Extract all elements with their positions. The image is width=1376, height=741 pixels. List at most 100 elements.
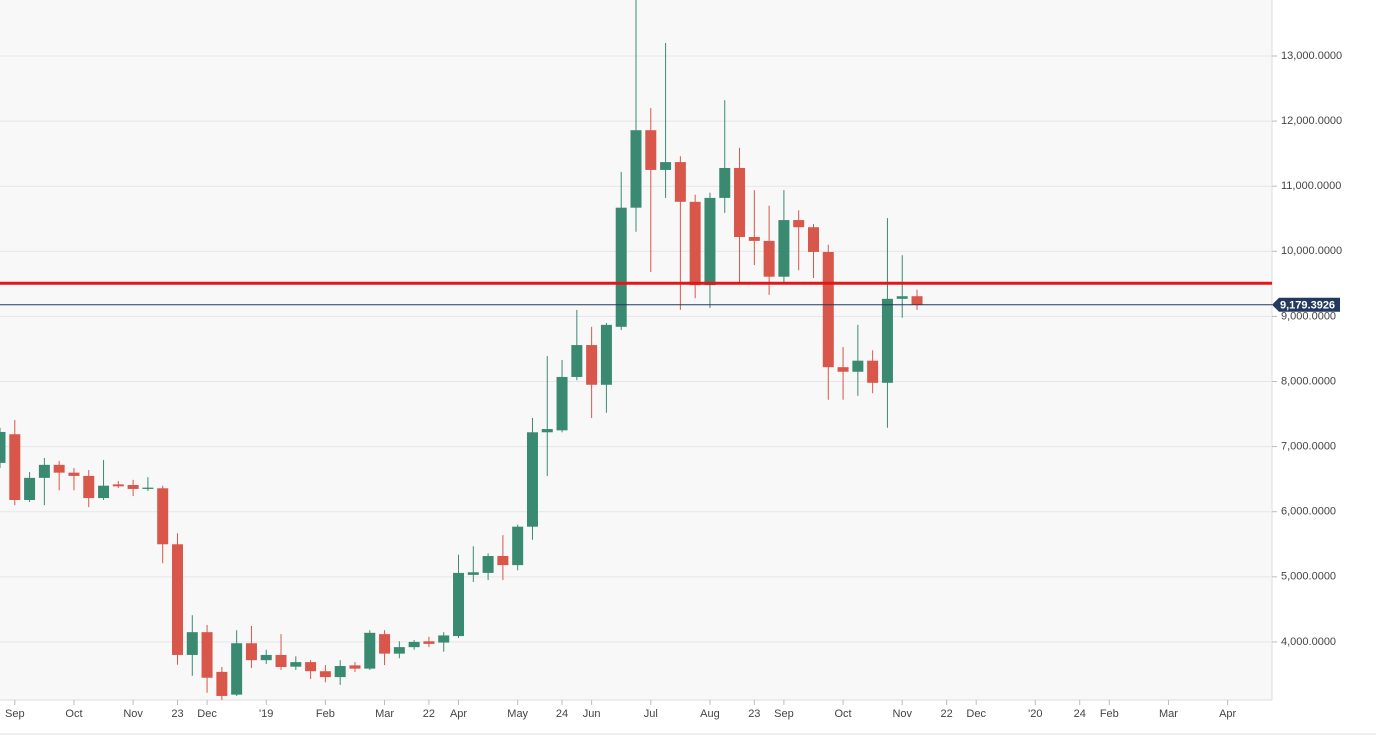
- x-tick-label: 22: [423, 708, 435, 720]
- candle-body: [157, 488, 169, 545]
- x-tick-label: Dec: [197, 708, 217, 720]
- candle-body: [423, 641, 435, 644]
- y-tick-label: 12,000.0000: [1281, 115, 1342, 127]
- candle-body: [393, 647, 405, 654]
- x-tick-label: May: [507, 708, 528, 720]
- x-tick-label: Dec: [966, 708, 986, 720]
- candle-body: [734, 167, 746, 237]
- candle-body: [482, 555, 494, 573]
- candle-body: [852, 360, 864, 372]
- candle-body: [112, 484, 124, 487]
- candle-body: [305, 662, 317, 672]
- x-tick-label: Oct: [835, 708, 852, 720]
- candle-body: [660, 162, 672, 170]
- candle-body: [260, 654, 272, 661]
- candle-body: [719, 167, 731, 198]
- candle-body: [822, 251, 834, 368]
- x-tick-label: Mar: [1159, 708, 1178, 720]
- candle-body: [867, 360, 879, 383]
- y-tick-label: 8,000.0000: [1281, 375, 1336, 387]
- candle-body: [379, 634, 391, 654]
- candle-body: [689, 201, 701, 286]
- candle-body: [142, 487, 154, 489]
- x-tick-label: Jun: [583, 708, 601, 720]
- y-tick-label: 10,000.0000: [1281, 245, 1342, 257]
- y-tick-label: 4,000.0000: [1281, 636, 1336, 648]
- candle-body: [275, 654, 287, 667]
- x-tick-label: Nov: [123, 708, 143, 720]
- x-tick-label: Mar: [375, 708, 394, 720]
- candle-body: [763, 240, 775, 277]
- x-tick-label: Aug: [700, 708, 720, 720]
- y-tick-label: 5,000.0000: [1281, 571, 1336, 583]
- candle-body: [0, 431, 6, 463]
- candle-body: [600, 324, 612, 385]
- candle-body: [778, 220, 790, 277]
- x-tick-label: Oct: [65, 708, 82, 720]
- x-tick-label: Nov: [892, 708, 912, 720]
- candle-body: [290, 662, 302, 667]
- candle-body: [556, 376, 568, 431]
- candle-body: [896, 296, 908, 299]
- candle-body: [526, 432, 538, 527]
- candle-body: [571, 345, 583, 377]
- candle-body: [38, 464, 50, 478]
- last-price-label: 9,179.3926: [1280, 300, 1335, 312]
- candle-body: [171, 544, 183, 655]
- candle-body: [630, 130, 642, 208]
- candle-body: [497, 555, 509, 566]
- x-tick-label: Apr: [450, 708, 467, 720]
- plot: [0, 0, 1272, 700]
- candle-body: [24, 477, 36, 500]
- candle-body: [9, 434, 21, 500]
- x-tick-label: 23: [171, 708, 183, 720]
- candle-body: [53, 464, 65, 473]
- x-tick-label: Feb: [316, 708, 335, 720]
- candle-body: [704, 197, 716, 286]
- x-tick-label: '19: [259, 708, 273, 720]
- x-tick-label: Feb: [1100, 708, 1119, 720]
- candle-body: [837, 367, 849, 372]
- candle-body: [911, 296, 923, 305]
- x-tick-label: 22: [940, 708, 952, 720]
- candle-body: [793, 220, 805, 228]
- y-tick-label: 11,000.0000: [1281, 180, 1341, 192]
- candle-body: [245, 643, 257, 661]
- candle-body: [438, 635, 450, 643]
- candle-body: [349, 665, 361, 669]
- candle-body: [68, 472, 80, 476]
- candle-body: [881, 298, 893, 383]
- candle-body: [216, 671, 228, 696]
- candle-body: [674, 162, 686, 202]
- x-tick-label: Jul: [644, 708, 658, 720]
- x-tick-label: 24: [556, 708, 568, 720]
- candle-body: [231, 643, 243, 695]
- x-tick-label: '20: [1028, 708, 1042, 720]
- candle-body: [408, 641, 420, 648]
- x-tick-label: 23: [748, 708, 760, 720]
- candle-body: [467, 572, 479, 575]
- y-tick-label: 13,000.0000: [1281, 50, 1342, 62]
- x-tick-label: Apr: [1219, 708, 1236, 720]
- candle-body: [186, 632, 198, 655]
- candle-body: [586, 345, 598, 385]
- candle-body: [127, 485, 139, 489]
- candle-body: [512, 526, 524, 566]
- x-tick-label: Sep: [774, 708, 794, 720]
- y-tick-label: 9,000.0000: [1281, 310, 1336, 322]
- candle-body: [83, 475, 95, 499]
- x-tick-label: 24: [1074, 708, 1086, 720]
- last-price-tag: [1272, 297, 1340, 312]
- x-tick-label: Sep: [5, 708, 25, 720]
- candle-body: [615, 207, 627, 327]
- candle-body: [364, 632, 376, 669]
- candle-body: [748, 236, 760, 241]
- candle-body: [453, 572, 465, 637]
- candle-body: [319, 671, 331, 678]
- y-tick-label: 7,000.0000: [1281, 441, 1336, 453]
- candle-body: [334, 666, 346, 678]
- candle-body: [645, 130, 657, 170]
- candle-body: [807, 227, 819, 252]
- y-tick-label: 6,000.0000: [1281, 506, 1336, 518]
